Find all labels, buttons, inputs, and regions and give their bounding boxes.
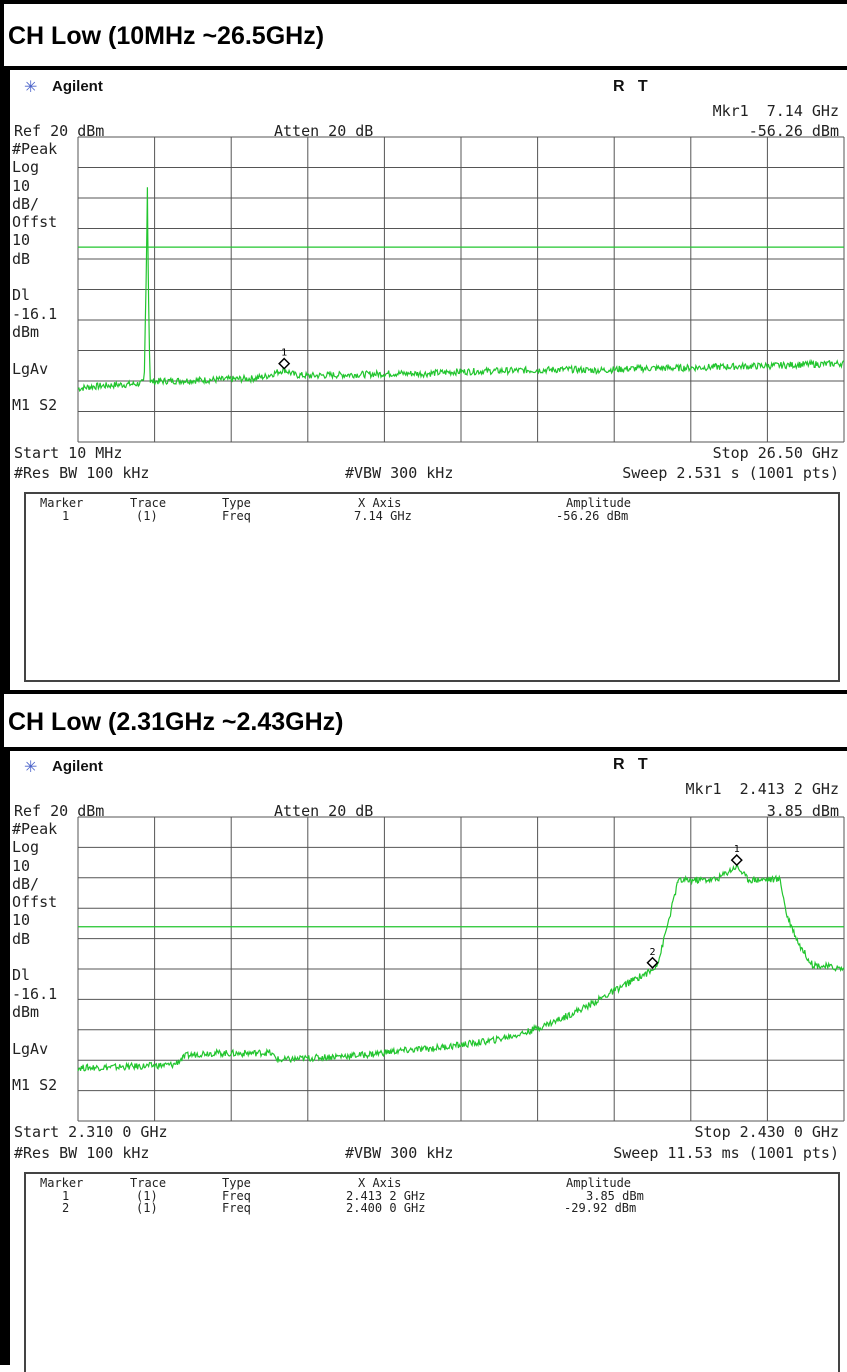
brand-label: Agilent	[52, 78, 103, 95]
video-bandwidth: #VBW 300 kHz	[345, 1144, 454, 1162]
cell-marker: 2	[62, 1201, 70, 1215]
cell-x-axis: 2.400 0 GHz	[346, 1201, 426, 1215]
agilent-logo-icon: ✳	[24, 759, 38, 776]
cell-trace: (1)	[136, 1201, 158, 1215]
left-label: #Peak	[12, 140, 58, 158]
marker-label: 1	[281, 348, 287, 359]
left-border	[0, 690, 4, 714]
left-border	[0, 70, 10, 690]
marker-label: 2	[650, 947, 656, 958]
left-label: LgAv	[12, 1039, 49, 1058]
marker-diamond-icon	[730, 854, 743, 867]
video-bandwidth: #VBW 300 kHz	[345, 464, 454, 482]
sweep-time: Sweep 2.531 s (1001 pts)	[622, 464, 839, 482]
marker-frequency-readout: Mkr1 2.413 2 GHz	[685, 780, 839, 798]
sweep-time: Sweep 11.53 ms (1001 pts)	[613, 1144, 839, 1162]
left-label: dBm	[12, 1002, 40, 1021]
analyzer-screen: ✳ Agilent R T Mkr1 2.413 2 GHz Ref 20 dB…	[10, 751, 847, 1372]
left-label: dB/	[12, 874, 40, 893]
section-divider	[0, 747, 847, 751]
marker-table: Marker Trace Type X Axis Amplitude 1 (1)…	[24, 1172, 840, 1372]
agilent-logo-icon: ✳	[24, 79, 38, 96]
left-label: Offst	[12, 893, 58, 912]
brand-label: Agilent	[52, 758, 103, 775]
section-divider	[0, 690, 847, 694]
marker-table: Marker Trace Type X Axis Amplitude 1 (1)…	[24, 492, 840, 682]
cell-trace: (1)	[136, 509, 158, 523]
left-label: Log	[12, 158, 40, 177]
attenuation: Atten 20 dB	[274, 122, 374, 140]
cell-type: Freq	[222, 1189, 251, 1203]
trace-line	[77, 187, 845, 393]
left-label: 10	[12, 176, 31, 195]
marker-label: 1	[734, 844, 740, 855]
left-border	[0, 751, 10, 1365]
resolution-bandwidth: #Res BW 100 kHz	[14, 464, 150, 482]
marker-diamond-icon	[278, 357, 291, 370]
cell-x-axis: 2.413 2 GHz	[346, 1189, 426, 1203]
stop-frequency: Stop 26.50 GHz	[712, 444, 839, 462]
marker-diamond-icon	[646, 956, 659, 969]
spectrum-plot: 12	[77, 816, 845, 1122]
cell-marker: 1	[62, 1189, 70, 1203]
left-label: Dl	[12, 966, 31, 985]
attenuation: Atten 20 dB	[274, 802, 374, 820]
section-ch-low-wide: CH Low (10MHz ~26.5GHz) ✳ Agilent R T Mk…	[0, 22, 847, 690]
status-rt: R T	[613, 756, 648, 773]
left-annotations: #Peak Log 10 dB/Offst 10 dB Dl -16.1 dBm LgAv M…	[12, 140, 57, 414]
header-x-axis: X Axis	[358, 496, 402, 510]
left-label: dBm	[12, 322, 40, 341]
cell-amplitude: -29.92 dBm	[564, 1201, 637, 1215]
header-marker: Marker	[40, 496, 84, 510]
left-label: -16.1	[12, 984, 58, 1003]
reference-level: Ref 20 dBm	[14, 802, 105, 820]
trace-line	[77, 863, 845, 1072]
left-label: 10	[12, 856, 31, 875]
cell-amplitude: 3.85 dBm	[586, 1189, 644, 1203]
spectrum-plot: 1	[77, 136, 845, 443]
left-label: M1 S2	[12, 396, 58, 415]
section-divider	[0, 66, 847, 70]
left-label: dB	[12, 249, 31, 268]
left-label: #Peak	[12, 820, 58, 838]
left-label: M1 S2	[12, 1076, 58, 1095]
marker-amplitude-readout: -56.26 dBm	[748, 122, 839, 140]
left-label: dB/	[12, 194, 40, 213]
left-label: dB	[12, 929, 31, 948]
left-label: Offst	[12, 213, 58, 232]
reference-level: Ref 20 dBm	[14, 122, 105, 140]
left-label: LgAv	[12, 359, 49, 378]
resolution-bandwidth: #Res BW 100 kHz	[14, 1144, 150, 1162]
header-trace: Trace	[130, 496, 167, 510]
left-annotations: #Peak Log 10 dB/Offst 10 dB Dl -16.1 dBm LgAv M…	[12, 820, 57, 1094]
section-title: CH Low (10MHz ~26.5GHz)	[8, 22, 325, 50]
header-type: Type	[222, 1176, 251, 1190]
header-amplitude: Amplitude	[566, 496, 632, 510]
start-frequency: Start 2.310 0 GHz	[14, 1123, 168, 1141]
left-label: -16.1	[12, 304, 58, 323]
cell-marker: 1	[62, 509, 70, 523]
left-label: 10	[12, 911, 31, 930]
cell-type: Freq	[222, 1201, 251, 1215]
cell-x-axis: 7.14 GHz	[354, 509, 412, 523]
marker-amplitude-readout: 3.85 dBm	[766, 802, 839, 820]
header-amplitude: Amplitude	[566, 1176, 632, 1190]
status-rt: R T	[613, 78, 648, 95]
start-frequency: Start 10 MHz	[14, 444, 123, 462]
stop-frequency: Stop 2.430 0 GHz	[694, 1123, 840, 1141]
header-x-axis: X Axis	[358, 1176, 402, 1190]
left-label: 10	[12, 231, 31, 250]
header-type: Type	[222, 496, 251, 510]
cell-type: Freq	[222, 509, 251, 523]
section-title: CH Low (2.31GHz ~2.43GHz)	[8, 708, 344, 736]
analyzer-screen: ✳ Agilent R T Mkr1 7.14 GHz Ref 20 dBm A…	[10, 70, 847, 690]
cell-trace: (1)	[136, 1189, 158, 1203]
left-label: Dl	[12, 286, 31, 305]
header-trace: Trace	[130, 1176, 167, 1190]
left-label: Log	[12, 838, 40, 857]
cell-amplitude: -56.26 dBm	[556, 509, 629, 523]
marker-frequency-readout: Mkr1 7.14 GHz	[712, 102, 839, 120]
header-marker: Marker	[40, 1176, 84, 1190]
section-ch-low-narrow: CH Low (2.31GHz ~2.43GHz) ✳ Agilent R T …	[0, 690, 847, 1372]
